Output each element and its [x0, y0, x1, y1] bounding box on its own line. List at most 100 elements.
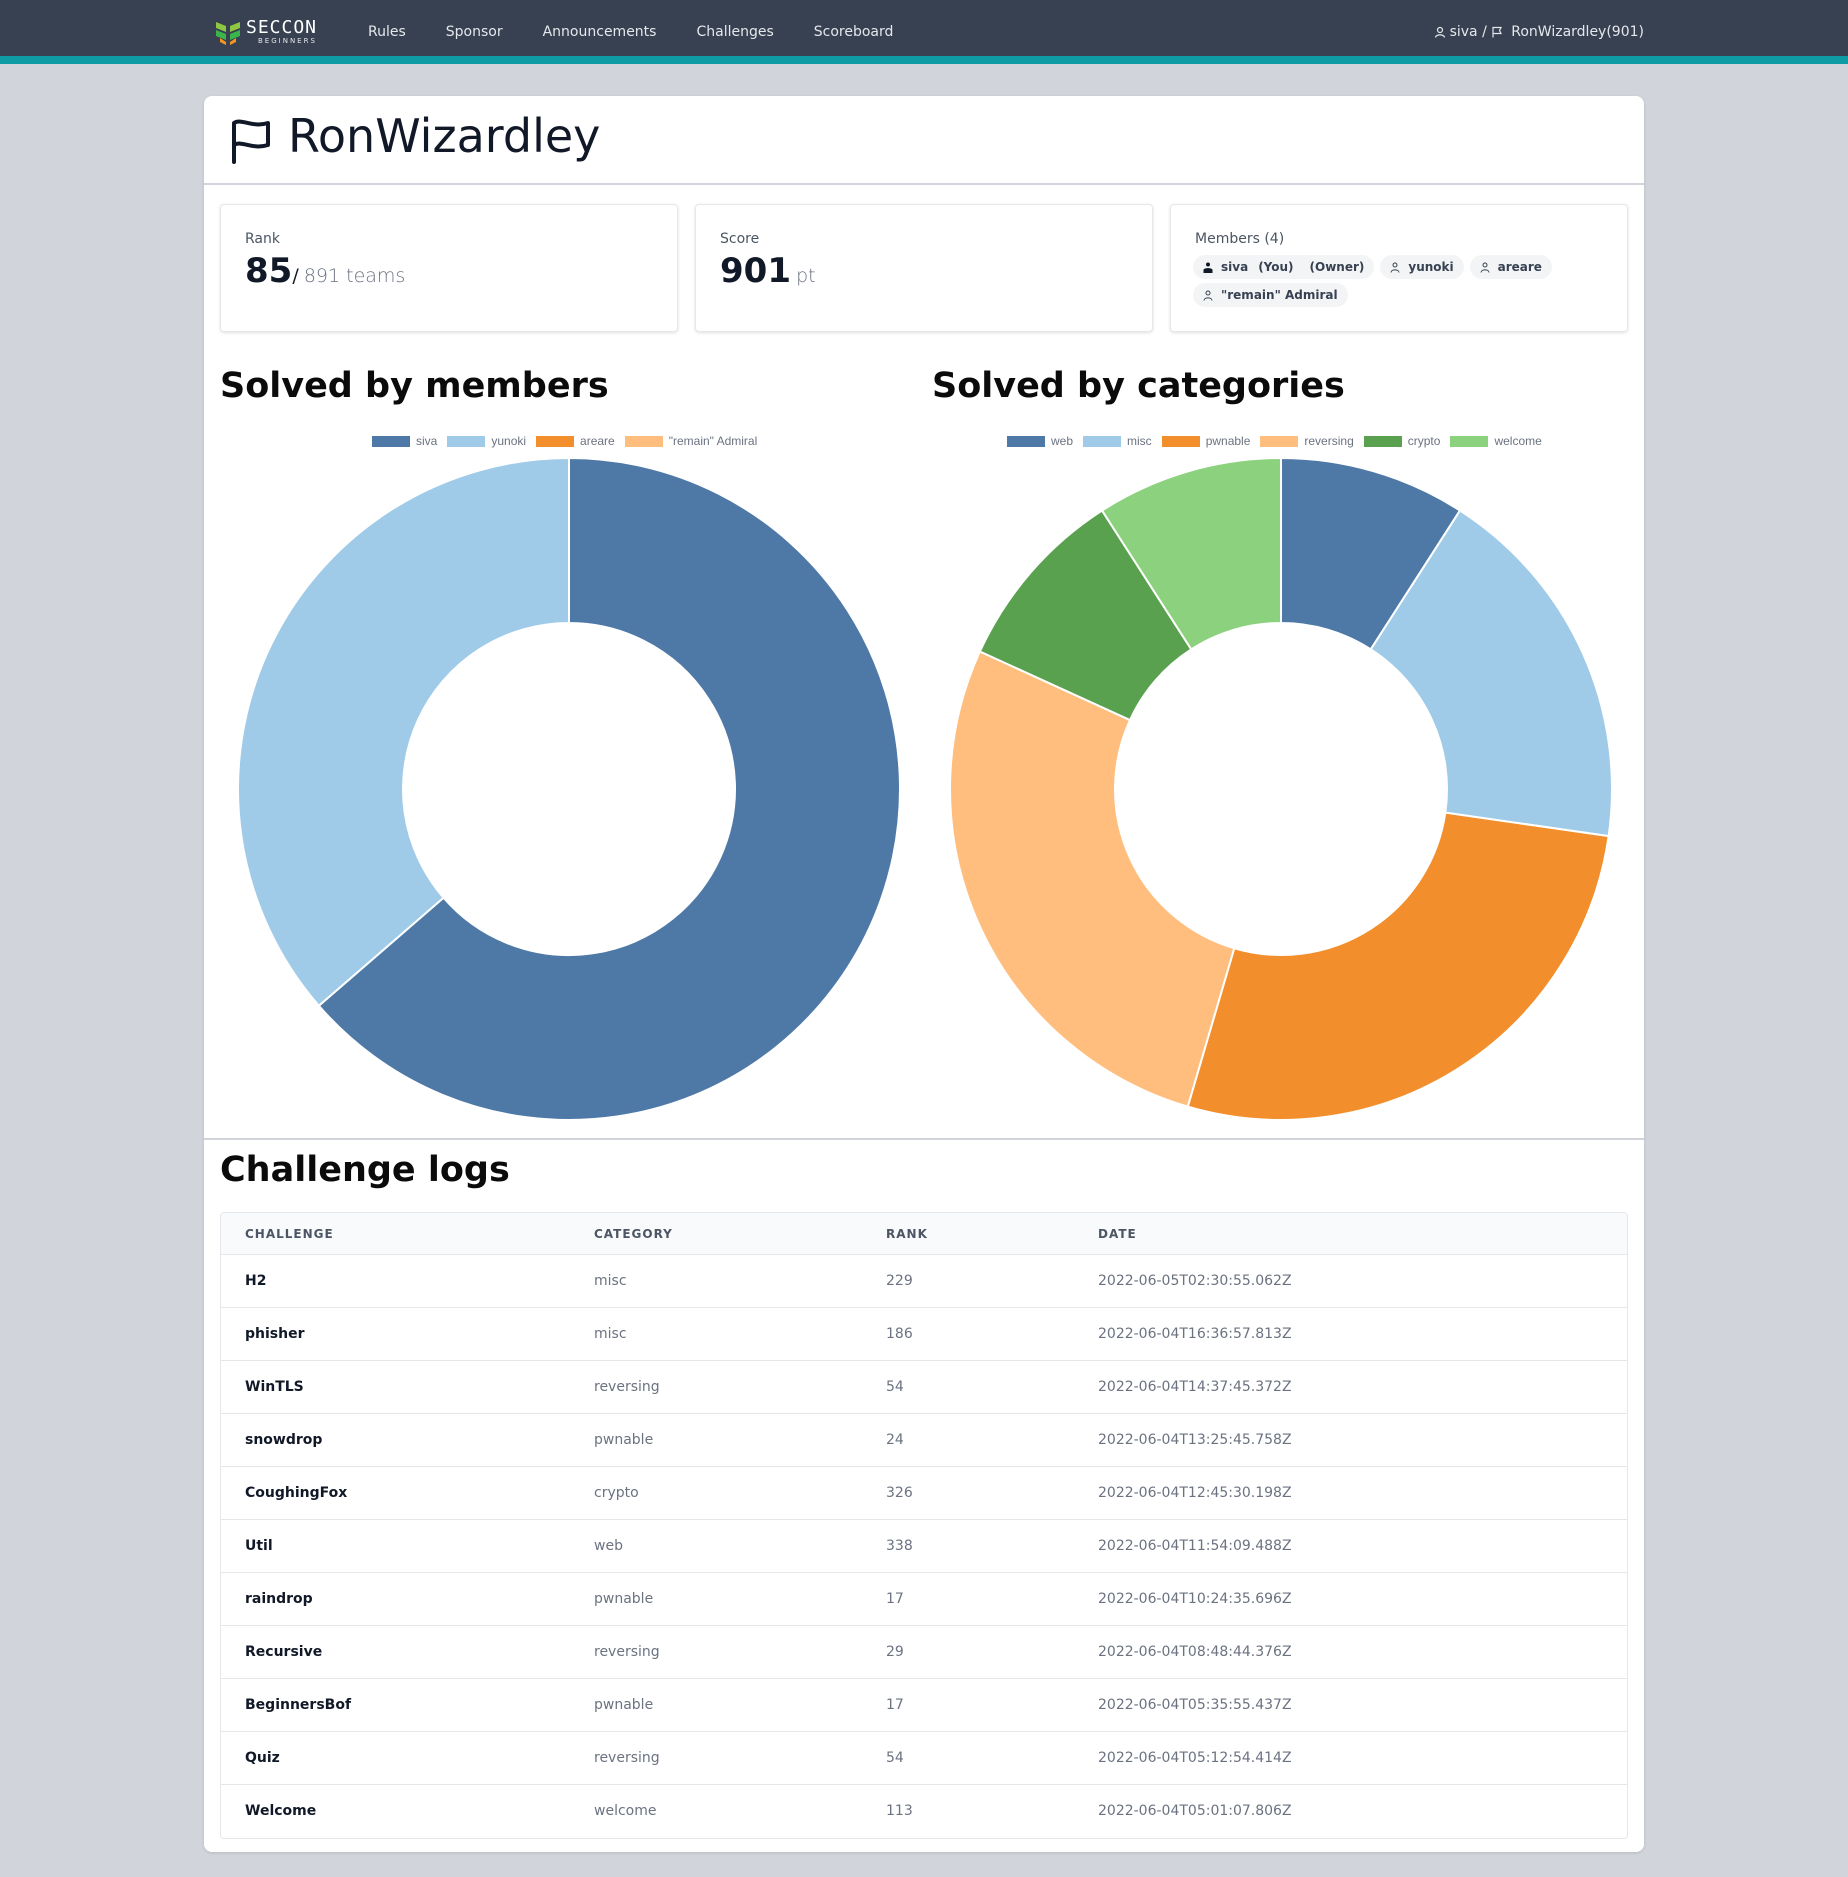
nav-link-rules[interactable]: Rules: [368, 24, 406, 40]
table-row: Recursive reversing 29 2022-06-04T08:48:44.…: [221, 1626, 1627, 1679]
score-unit: pt: [796, 265, 816, 287]
challenge-category: reversing: [594, 1644, 660, 1660]
member-chip[interactable]: "remain" Admiral: [1193, 283, 1348, 307]
user-icon: [1480, 262, 1490, 273]
flag-icon: [1492, 26, 1503, 38]
table-row: WinTLS reversing 54 2022-06-04T14:37:45.372…: [221, 1361, 1627, 1414]
challenge-date: 2022-06-04T10:24:35.696Z: [1098, 1591, 1292, 1607]
challenge-name: BeginnersBof: [245, 1697, 352, 1713]
donut-slice-misc[interactable]: [1369, 509, 1612, 838]
member-chip-owner[interactable]: siva (You) (Owner): [1193, 255, 1375, 279]
member-name: areare: [1497, 260, 1542, 274]
column-header-category: CATEGORY: [594, 1227, 673, 1241]
table-header: CHALLENGE CATEGORY RANK DATE: [221, 1213, 1627, 1255]
rank-value: 85: [245, 251, 293, 291]
legend-item[interactable]: siva: [372, 434, 437, 448]
team-header: RonWizardley: [204, 96, 1644, 185]
challenge-rank: 229: [886, 1273, 913, 1289]
challenge-date: 2022-06-04T05:35:55.437Z: [1098, 1697, 1292, 1713]
seccon-logo[interactable]: SECCON BEGINNERS: [214, 18, 326, 46]
legend-label: pwnable: [1205, 434, 1251, 448]
challenge-date: 2022-06-04T05:01:07.806Z: [1098, 1803, 1292, 1819]
legend-item[interactable]: pwnable: [1161, 434, 1251, 448]
challenge-name: raindrop: [245, 1591, 313, 1607]
challenge-rank: 326: [886, 1485, 913, 1501]
legend-item[interactable]: reversing: [1260, 434, 1354, 448]
members-chart-title: Solved by members: [220, 366, 609, 406]
legend-item[interactable]: crypto: [1363, 434, 1440, 448]
table-row: Quiz reversing 54 2022-06-04T05:12:54.414Z: [221, 1732, 1627, 1785]
rank-card: Rank 85/ 891 teams: [220, 204, 678, 332]
challenge-date: 2022-06-04T14:37:45.372Z: [1098, 1379, 1292, 1395]
user-icon: [1434, 26, 1445, 38]
challenge-name: Quiz: [245, 1750, 280, 1766]
legend-swatch: [1161, 435, 1200, 447]
legend-item[interactable]: "remain" Admiral: [624, 434, 758, 448]
challenge-name: CoughingFox: [245, 1485, 348, 1501]
donut-slice-pwnable[interactable]: [1186, 811, 1610, 1120]
member-name: yunoki: [1408, 260, 1454, 274]
column-header-challenge: CHALLENGE: [245, 1227, 334, 1241]
members-chart-legend: siva yunoki areare "remain" Admiral: [372, 434, 767, 448]
rank-total: 891 teams: [303, 265, 406, 287]
legend-swatch: [372, 435, 410, 447]
challenge-date: 2022-06-04T16:36:57.813Z: [1098, 1326, 1292, 1342]
column-header-date: DATE: [1098, 1227, 1137, 1241]
challenge-rank: 17: [886, 1697, 904, 1713]
score-value-wrap: 901 pt: [720, 251, 816, 291]
legend-item[interactable]: misc: [1083, 434, 1152, 448]
nav-user-name[interactable]: siva: [1449, 24, 1478, 40]
members-label: Members (4): [1195, 231, 1285, 247]
legend-item[interactable]: welcome: [1450, 434, 1542, 448]
challenge-category: pwnable: [594, 1432, 654, 1448]
legend-swatch: [447, 435, 486, 447]
challenge-category: reversing: [594, 1750, 660, 1766]
nav-team-name[interactable]: RonWizardley(901): [1511, 24, 1644, 40]
challenge-category: crypto: [594, 1485, 639, 1501]
rank-value-wrap: 85/ 891 teams: [245, 251, 405, 291]
donut-slice-welcome[interactable]: [1100, 458, 1282, 651]
member-you-tag: (You): [1258, 260, 1294, 274]
nav-link-sponsor[interactable]: Sponsor: [445, 24, 503, 40]
challenge-date: 2022-06-04T08:48:44.376Z: [1098, 1644, 1292, 1660]
legend-item[interactable]: web: [1007, 434, 1073, 448]
legend-label: areare: [580, 434, 615, 448]
nav-link-challenges[interactable]: Challenges: [696, 24, 774, 40]
challenge-date: 2022-06-04T12:45:30.198Z: [1098, 1485, 1292, 1501]
nav-links: Rules Sponsor Announcements Challenges S…: [368, 0, 933, 64]
donut-slice-yunoki[interactable]: [238, 458, 570, 1008]
team-card: RonWizardley Rank 85/ 891 teams Score 90…: [204, 96, 1644, 1852]
nav-link-announcements[interactable]: Announcements: [542, 24, 657, 40]
challenge-category: reversing: [594, 1379, 660, 1395]
categories-chart-title: Solved by categories: [932, 366, 1345, 406]
challenge-rank: 113: [886, 1803, 913, 1819]
challenge-name: H2: [245, 1273, 267, 1289]
challenge-rank: 29: [886, 1644, 904, 1660]
challenge-name: Recursive: [245, 1644, 323, 1660]
team-name: RonWizardley: [288, 109, 601, 163]
table-row: H2 misc 229 2022-06-05T02:30:55.062Z: [221, 1255, 1627, 1308]
donut-slice-reversing[interactable]: [950, 650, 1236, 1108]
donut-slice-siva[interactable]: [317, 458, 900, 1120]
legend-label: "remain" Admiral: [668, 434, 758, 448]
nav-user-menu[interactable]: siva / RonWizardley(901): [1434, 0, 1644, 64]
rank-separator: /: [292, 265, 299, 287]
logo-subtext: BEGINNERS: [258, 37, 317, 45]
user-icon: [1203, 290, 1213, 301]
challenge-rank: 186: [886, 1326, 913, 1342]
legend-swatch: [1363, 435, 1402, 447]
challenge-rank: 54: [886, 1379, 904, 1395]
challenge-category: pwnable: [594, 1591, 654, 1607]
legend-label: reversing: [1304, 434, 1354, 448]
challenge-date: 2022-06-04T11:54:09.488Z: [1098, 1538, 1292, 1554]
member-chip[interactable]: yunoki: [1380, 255, 1464, 279]
team-flag-icon: [232, 119, 270, 164]
challenge-category: misc: [594, 1273, 627, 1289]
member-chip[interactable]: areare: [1469, 255, 1552, 279]
legend-item[interactable]: areare: [536, 434, 615, 448]
legend-item[interactable]: yunoki: [447, 434, 526, 448]
legend-swatch: [1260, 435, 1299, 447]
nav-link-scoreboard[interactable]: Scoreboard: [813, 24, 894, 40]
table-row: Util web 338 2022-06-04T11:54:09.488Z: [221, 1520, 1627, 1573]
challenge-date: 2022-06-05T02:30:55.062Z: [1098, 1273, 1292, 1289]
